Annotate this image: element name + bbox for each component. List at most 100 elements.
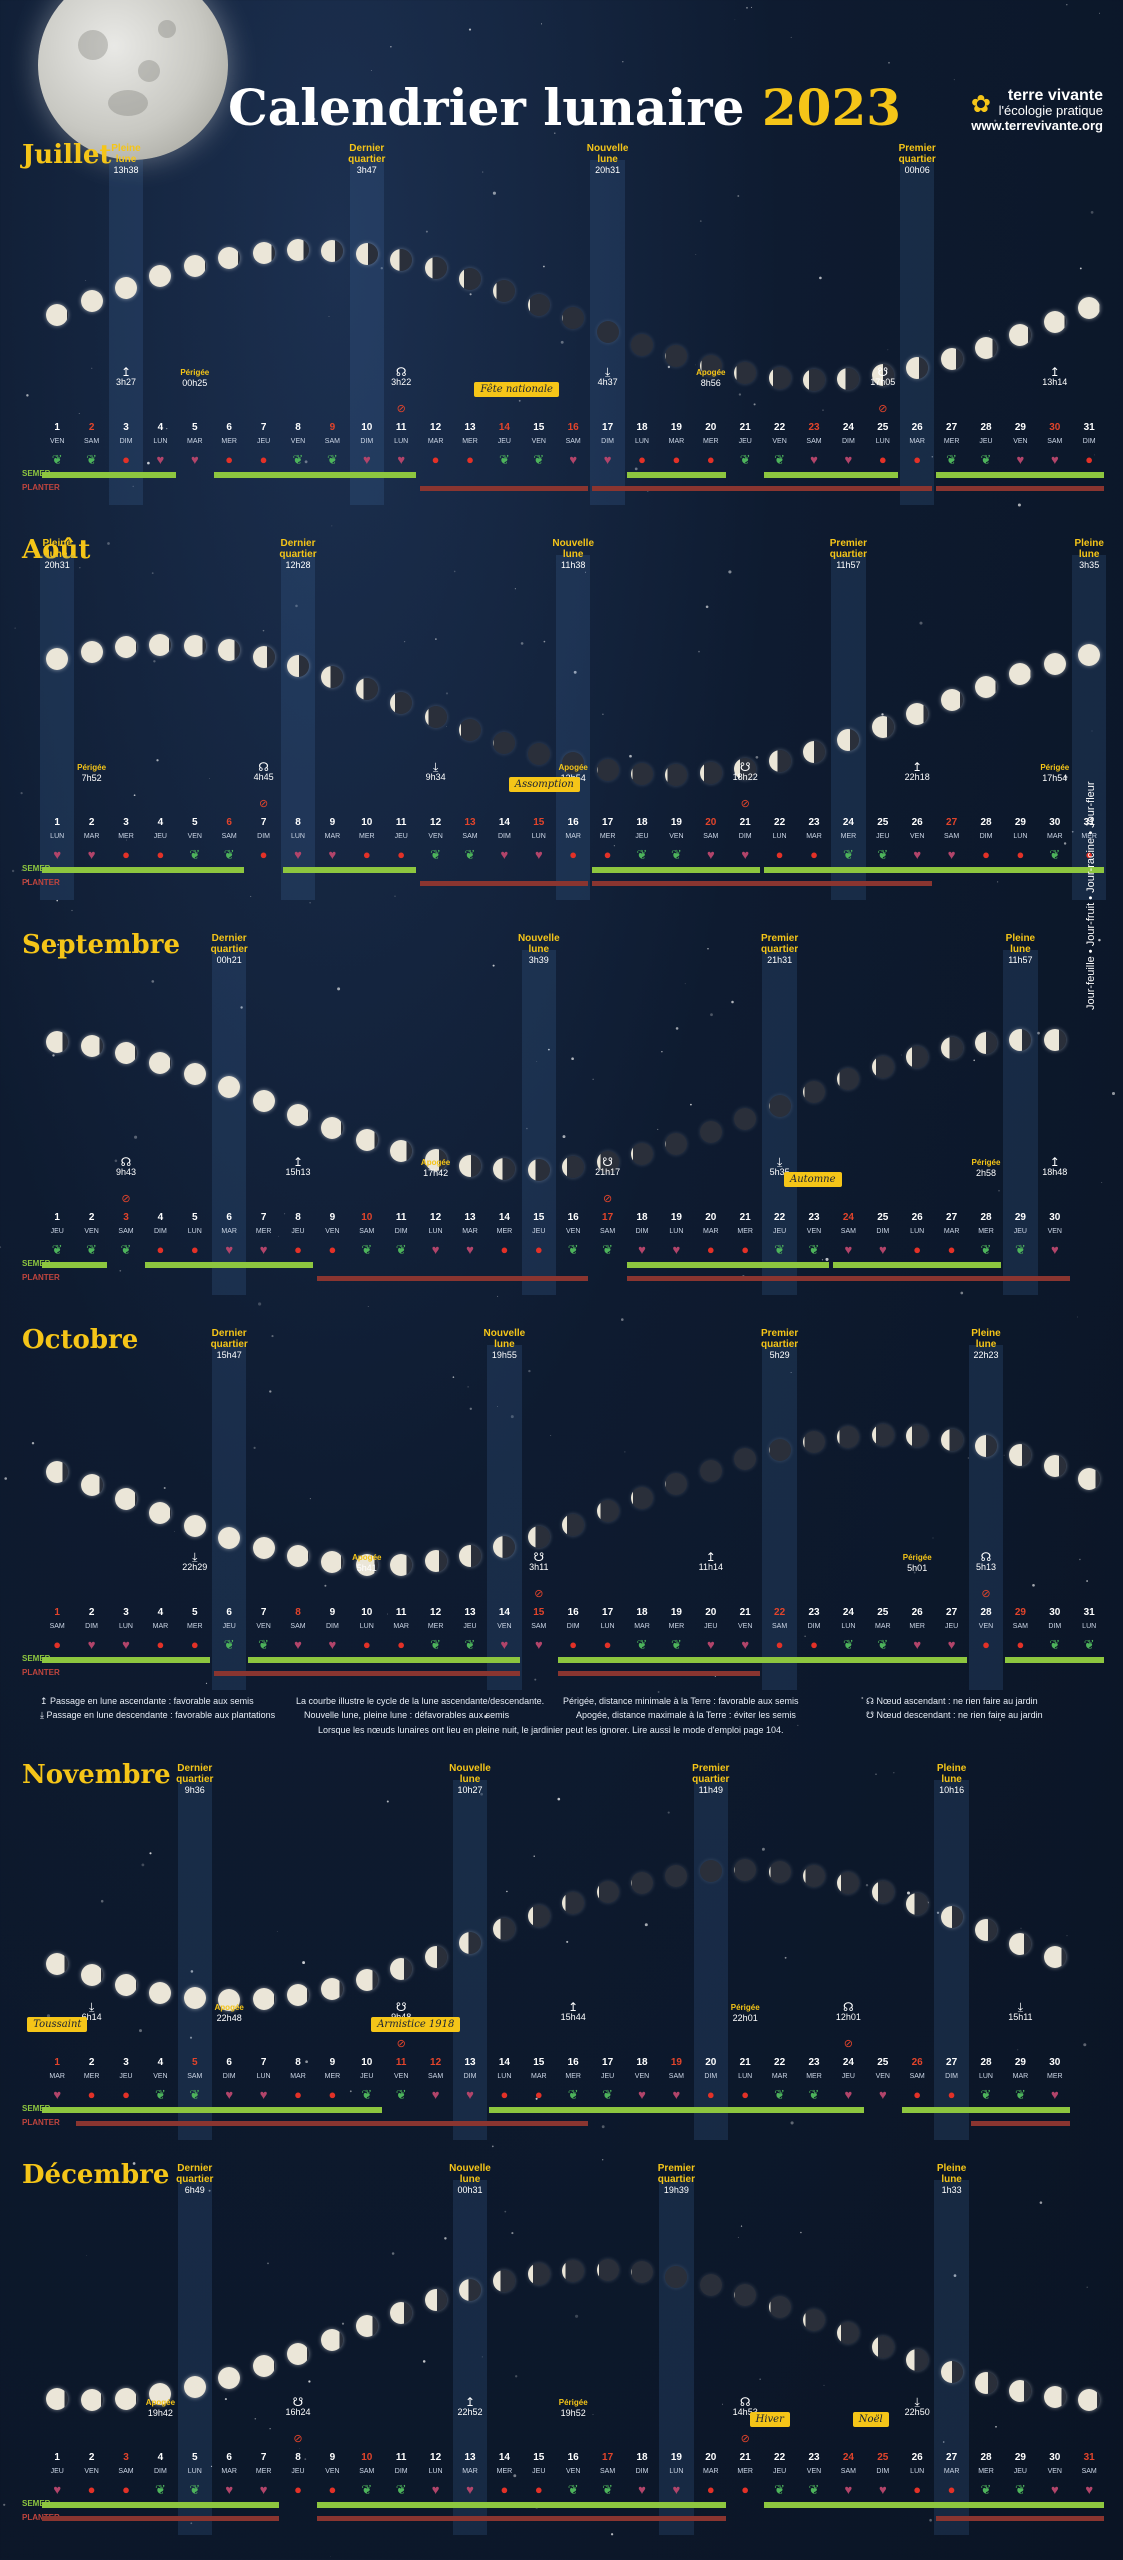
moon-day [355,2315,378,2338]
day-number: 2 [88,2057,95,2068]
star [370,70,372,71]
moon-day [80,1474,103,1497]
day-name: MER [255,1228,272,1235]
semer-bar [626,472,726,478]
day-number: 21 [739,422,751,433]
moon-day [183,2376,206,2399]
forbidden-icon: ⊘ [740,2433,750,2445]
day-name: MER [703,438,719,445]
day-name: MAR [943,2468,960,2475]
day-number: 15 [533,1607,545,1618]
moon-day [768,1094,791,1117]
lunar-mark: ↥ 15h44 [560,2000,586,2022]
leaf-icon: ❦ [602,2087,614,2102]
semer-bar [558,1657,967,1663]
day-number: 5 [192,2057,198,2068]
holiday-tag: Fête nationale [474,382,559,397]
month-3: Septembre Dernier quartier 00h21 Nouvelle lun… [0,930,1123,1300]
day-name: JEU [394,833,408,840]
day-number: 12 [430,1607,442,1618]
moon-day [734,757,757,780]
moon-day [390,1140,413,1163]
day-name: SAM [909,2073,925,2080]
semer-bar [764,2502,1105,2508]
forbidden-icon: ⊘ [121,1193,131,1205]
day-name: DIM [257,833,271,840]
semer-bar [764,472,898,478]
day-number: 14 [498,1212,510,1223]
moon-day [115,277,137,300]
fruit-icon: ● [362,847,371,862]
day-name: MAR [909,438,925,445]
moon-day [183,1514,206,1537]
root-icon: ♥ [1050,1242,1059,1257]
day-name: SAM [772,1623,788,1630]
lunar-mark: Périgée 22h01 [730,2003,760,2023]
leaf-icon: ❦ [1049,847,1061,862]
star [468,28,472,31]
day-name: MER [978,1228,994,1235]
fruit-icon: ● [947,1242,956,1257]
planter-label: PLANTER [22,1668,60,1677]
phase-band [762,1345,797,1690]
day-number: 11 [395,1607,407,1618]
leaf-icon: ❦ [774,2482,786,2497]
day-name: MER [978,2468,994,2475]
day-name: SAM [600,1228,616,1235]
day-name: LUN [910,1228,925,1235]
fruit-icon: ● [259,847,268,862]
forbidden-icon: ⊘ [396,403,406,415]
lunar-mark: Périgée 17h54 [1040,763,1070,783]
root-icon: ♥ [1016,452,1025,467]
root-icon: ♥ [1050,452,1059,467]
day-name: MER [737,2468,753,2475]
moon-day [459,1932,481,1955]
lunar-mark: ☊ 12h01 [835,2000,861,2022]
holiday-tag: Hiver [749,2412,790,2427]
moon-day [80,2388,103,2411]
fruit-icon: ● [913,452,922,467]
moon-day [665,2266,688,2289]
day-number: 9 [329,2057,336,2068]
day-number: 26 [911,817,923,828]
day-number: 31 [1083,817,1095,828]
day-number: 15 [533,1212,545,1223]
day-number: 19 [670,1607,682,1618]
planter-label: PLANTER [22,2118,60,2127]
day-number: 14 [498,1607,510,1618]
day-number: 17 [602,1212,614,1223]
lunar-mark: ☋ 17h05 [870,365,896,387]
day-name: JEU [600,2073,615,2080]
moon-day [803,368,825,391]
day-number: 1 [54,1212,60,1223]
lunar-mark: Périgée 7h52 [77,763,107,783]
moon-day [837,367,860,390]
moon-day [699,2273,722,2296]
day-number: 21 [739,2452,751,2463]
day-number: 21 [739,817,751,828]
leaf-icon: ❦ [464,1637,476,1652]
day-name: MAR [152,1623,169,1630]
day-number: 19 [670,2452,682,2463]
day-name: MAR [324,833,341,840]
title-text: Calendrier lunaire [228,78,745,137]
day-name: LUN [669,1228,684,1235]
day-name: LUN [428,2468,443,2475]
root-icon: ♥ [328,1637,337,1652]
day-name: LUN [634,438,649,445]
moon-day [46,1952,69,1975]
root-icon: ♥ [397,452,406,467]
moon-day [837,1067,860,1090]
moon-day [218,2366,241,2389]
day-number: 14 [498,2057,510,2068]
day-number: 22 [774,422,786,433]
phase-label-dernier: Dernier quartier 12h28 [279,538,317,571]
forbidden-icon: ⊘ [258,798,269,810]
day-name: DIM [566,1623,580,1630]
phase-label-pleine: Pleine lune 22h23 [971,1328,1001,1361]
moon-day [665,1472,688,1495]
fruit-icon: ● [259,452,268,467]
fruit-icon: ● [603,847,612,862]
moon-day [321,1977,344,2000]
root-icon: ♥ [810,452,818,467]
